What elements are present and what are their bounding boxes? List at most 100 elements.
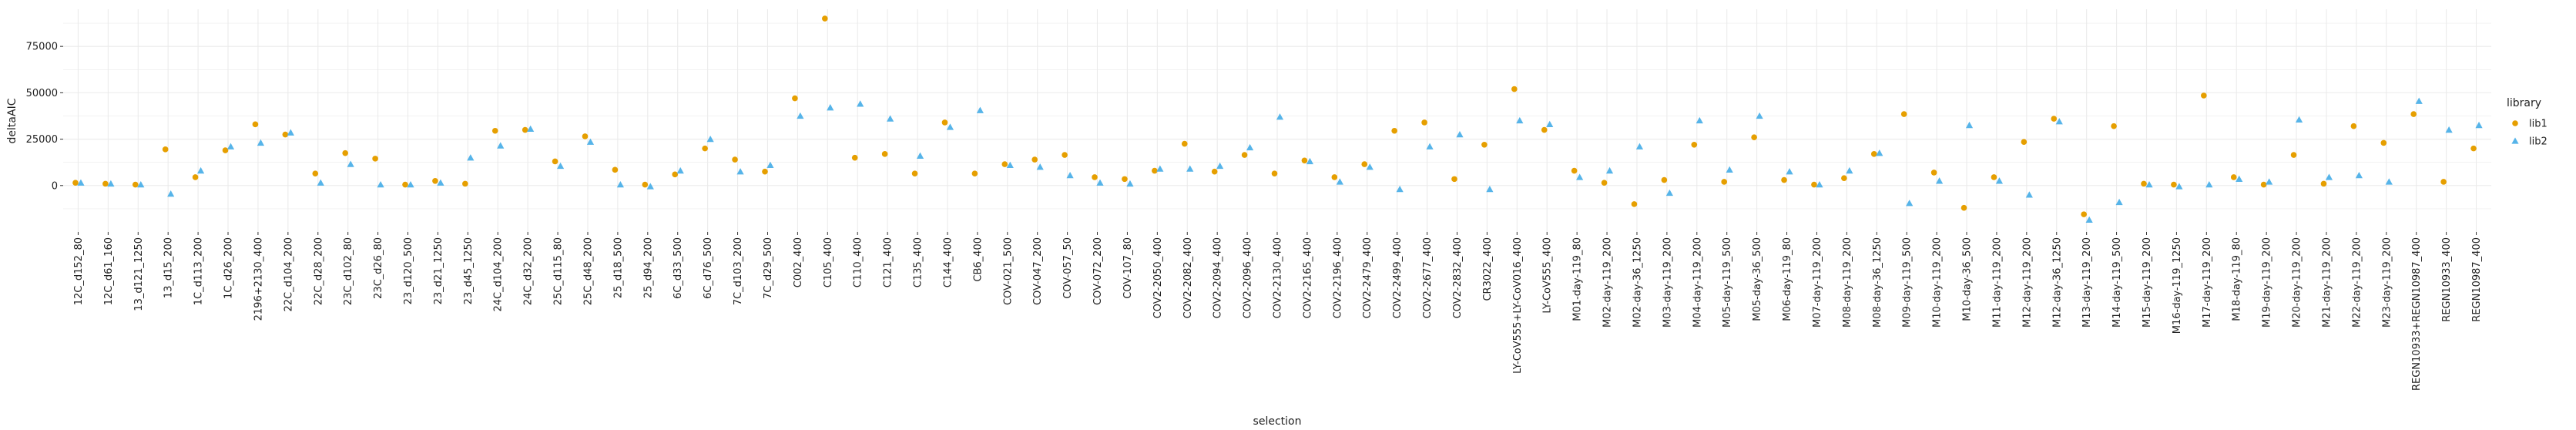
- legend-label-lib1: lib1: [2529, 119, 2547, 130]
- lib1-point: [102, 180, 109, 187]
- lib2-point: [2205, 180, 2213, 188]
- lib2-point: [107, 180, 115, 187]
- lib2-point: [1696, 116, 1703, 124]
- lib2-point: [2415, 97, 2423, 104]
- x-tick-label: M08-day-36_1250: [1872, 237, 1883, 328]
- lib1-point: [1511, 86, 1518, 92]
- legend-key-lib2: [2511, 137, 2519, 144]
- y-tick-label: 50000: [26, 88, 58, 99]
- lib1-point: [432, 177, 438, 184]
- lib1-point: [851, 154, 858, 161]
- lib2-point: [1935, 177, 1944, 184]
- lib1-point: [2201, 92, 2207, 99]
- lib2-point: [1846, 166, 1853, 174]
- lib2-point: [497, 142, 505, 149]
- lib2-point: [2145, 180, 2153, 188]
- lib2-point: [2355, 171, 2363, 179]
- x-tick-label: C105_400: [823, 237, 834, 287]
- lib1-point: [792, 95, 798, 102]
- x-tick-label: C002_400: [793, 237, 804, 287]
- lib1-point: [312, 170, 319, 176]
- lib1-point: [1241, 152, 1248, 158]
- lib2-point: [1036, 163, 1044, 170]
- lib2-point: [1965, 121, 1974, 129]
- lib2-point: [1396, 186, 1404, 193]
- lib1-point: [72, 180, 79, 186]
- legend-title: library: [2507, 97, 2541, 109]
- x-tick-label: M07-day-119_200: [1812, 237, 1823, 328]
- lib2-point: [1516, 116, 1524, 124]
- lib1-point: [672, 171, 679, 178]
- x-tick-label: M01-day-119_80: [1572, 237, 1584, 321]
- lib2-point: [2325, 173, 2333, 180]
- x-tick-label: M10-day-119_200: [1932, 237, 1944, 328]
- lib1-point: [821, 15, 828, 22]
- lib2-point: [1995, 177, 2004, 184]
- lib1-point: [1571, 167, 1578, 174]
- x-tick-label: COV-107_80: [1122, 237, 1134, 299]
- x-tick-label: COV2-2050_400: [1152, 237, 1164, 318]
- lib2-point: [467, 154, 475, 161]
- lib2-point: [1635, 143, 1644, 149]
- x-tick-label: COV-021_500: [1002, 237, 1014, 305]
- lib2-point: [2236, 175, 2243, 183]
- lib1-point: [2470, 145, 2477, 152]
- lib1-point: [2350, 123, 2357, 129]
- lib2-point: [2115, 198, 2123, 206]
- y-axis-title: deltaAIC: [6, 98, 18, 143]
- x-tick-label: M09-day-119_500: [1902, 237, 1914, 328]
- lib1-point: [732, 156, 738, 163]
- lib2-point: [407, 180, 414, 188]
- lib2-point: [1456, 130, 1464, 138]
- lib1-point: [1122, 176, 1128, 183]
- x-tick-label: 25C_d115_80: [553, 237, 565, 305]
- y-tick-label: 75000: [26, 42, 58, 53]
- x-tick-label: M17-day-119_200: [2202, 237, 2213, 328]
- lib2-point: [2266, 178, 2273, 185]
- lib2-point: [556, 162, 565, 170]
- x-tick-label: M18-day-119_80: [2232, 237, 2243, 321]
- lib1-point: [582, 133, 589, 139]
- lib2-point: [1816, 180, 1823, 188]
- lib1-point: [2320, 180, 2327, 187]
- y-axis-ticks: 0 25000 50000 75000: [26, 42, 63, 192]
- x-tick-label: 13_d15_200: [163, 237, 175, 298]
- x-tick-label: COV2-2082_400: [1182, 237, 1194, 318]
- lib2-point: [946, 123, 954, 130]
- lib2-point: [1276, 113, 1284, 120]
- lib2-point: [257, 139, 265, 146]
- x-tick-label: M12-day-119_200: [2021, 237, 2033, 328]
- lib1-point: [1991, 174, 1997, 180]
- lib1-point: [132, 181, 139, 188]
- x-tick-label: M08-day-119_200: [1842, 237, 1853, 328]
- x-tick-label: COV2-2832_400: [1452, 237, 1464, 318]
- x-tick-label: M12-day-36_1250: [2051, 237, 2063, 328]
- lib1-point: [1870, 151, 1877, 157]
- lib2-point: [1576, 173, 1584, 180]
- lib2-point: [1216, 162, 1224, 170]
- lib2-point: [1066, 171, 1074, 179]
- lib1-point: [642, 181, 649, 188]
- lib1-point: [1661, 176, 1668, 183]
- x-tick-label: COV-047_200: [1032, 237, 1044, 305]
- lib1-point: [2081, 211, 2087, 217]
- lib1-point: [491, 127, 498, 134]
- x-tick-label: 1C_d113_200: [193, 237, 205, 305]
- x-tick-label: 25_d94_200: [642, 237, 654, 298]
- lib2-point: [676, 166, 684, 174]
- x-tick-label: M06-day-119_80: [1782, 237, 1793, 321]
- x-tick-label: M19-day-119_200: [2262, 237, 2273, 328]
- lib2-point: [1126, 180, 1134, 187]
- lib2-point: [1486, 186, 1494, 193]
- x-tick-label: CR3022_400: [1482, 237, 1494, 301]
- lib2-point: [1665, 189, 1673, 197]
- x-tick-label: C135_400: [913, 237, 924, 287]
- x-tick-label: COV2-2479_400: [1362, 237, 1374, 318]
- lib2-point: [646, 183, 654, 190]
- lib2-point: [616, 180, 625, 188]
- x-tick-label: M05-day-36_500: [1752, 237, 1763, 321]
- lib2-point: [797, 112, 804, 119]
- x-tick-label: CB6_400: [972, 237, 984, 282]
